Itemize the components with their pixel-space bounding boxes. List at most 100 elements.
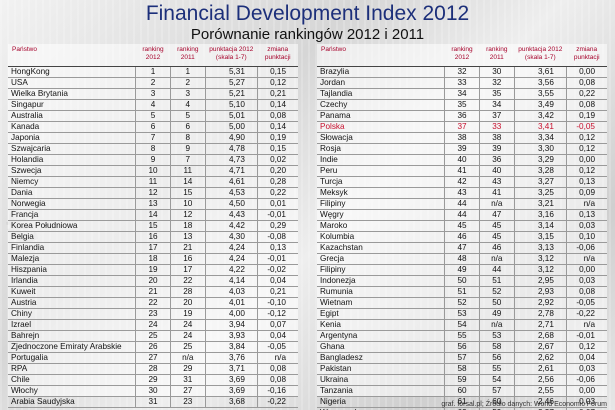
- table-row: Francja 14 12 4,43 -0,01: [8, 209, 298, 221]
- country-cell: Peru: [317, 165, 445, 177]
- rank-2012-cell: 12: [135, 187, 171, 199]
- score-cell: 4,14: [204, 275, 258, 287]
- table-row: Kazachstan 47 46 3,13 -0,06: [317, 242, 607, 254]
- score-cell: 3,14: [513, 220, 567, 232]
- country-cell: Tajlandia: [317, 88, 445, 100]
- rank-2011-cell: 14: [169, 176, 206, 188]
- header-rank-2012: ranking 2012: [135, 44, 171, 67]
- rank-2012-cell: 26: [135, 341, 171, 353]
- score-cell: 2,62: [513, 352, 567, 364]
- score-cell: 2,95: [513, 275, 567, 287]
- table-row: Ghana 56 58 2,67 0,12: [317, 341, 607, 353]
- score-cell: 3,21: [513, 198, 567, 210]
- score-cell: 4,22: [204, 264, 258, 276]
- rank-2012-cell: 8: [135, 143, 171, 155]
- score-cell: 5,21: [204, 88, 258, 100]
- rank-2012-cell: 22: [135, 297, 171, 309]
- rank-2011-cell: 31: [169, 374, 206, 386]
- table-row: Słowacja 38 38 3,34 0,12: [317, 132, 607, 144]
- table-row: Kanada 6 6 5,00 0,14: [8, 121, 298, 133]
- header-score: punktacja 2012 (skala 1-7): [205, 44, 258, 67]
- change-cell: 0,15: [256, 143, 298, 155]
- rank-2011-cell: 29: [169, 363, 206, 375]
- rank-2011-cell: 32: [478, 77, 515, 89]
- table-row: Japonia 7 8 4,90 0,19: [8, 132, 298, 144]
- table-row: Indie 40 36 3,29 0,00: [317, 154, 607, 166]
- rank-2012-cell: 2: [135, 77, 171, 89]
- table-row: Norwegia 13 10 4,50 0,01: [8, 198, 298, 210]
- change-cell: 0,19: [256, 132, 298, 144]
- table-row: Szwajcaria 8 9 4,78 0,15: [8, 143, 298, 155]
- rank-2012-cell: 44: [444, 198, 480, 210]
- table-row: Szwecja 10 11 4,71 0,20: [8, 165, 298, 177]
- score-cell: 2,67: [513, 341, 567, 353]
- country-cell: Kuweit: [8, 286, 136, 298]
- table-row: Portugalia 27 n/a 3,76 n/a: [8, 352, 298, 364]
- country-cell: Rumunia: [317, 286, 445, 298]
- country-cell: Włochy: [8, 385, 136, 397]
- table-row: Arabia Saudyjska 31 23 3,68 -0,22: [8, 396, 298, 408]
- score-cell: 2,71: [513, 319, 567, 331]
- score-cell: 4,61: [204, 176, 258, 188]
- table-row: Kolumbia 46 45 3,15 0,10: [317, 231, 607, 243]
- score-cell: 4,24: [204, 253, 258, 265]
- table-row: Egipt 53 49 2,78 -0,22: [317, 308, 607, 320]
- score-cell: 4,43: [204, 209, 258, 221]
- change-cell: 0,14: [256, 99, 298, 111]
- score-cell: 2,46: [513, 396, 567, 408]
- table-row: Kuweit 21 28 4,03 0,21: [8, 286, 298, 298]
- change-cell: -0,08: [256, 231, 298, 243]
- table-row: Grecja 48 n/a 3,12 n/a: [317, 253, 607, 265]
- country-cell: Polska: [317, 121, 445, 133]
- country-cell: Norwegia: [8, 198, 136, 210]
- rank-2012-cell: 30: [135, 385, 171, 397]
- change-cell: 0,04: [256, 330, 298, 342]
- country-cell: HongKong: [8, 66, 136, 78]
- score-cell: 2,93: [513, 286, 567, 298]
- country-cell: Panama: [317, 110, 445, 122]
- rank-2011-cell: 40: [478, 165, 515, 177]
- change-cell: -0,10: [256, 297, 298, 309]
- score-cell: 3,94: [204, 319, 258, 331]
- score-cell: 3,76: [204, 352, 258, 364]
- score-cell: 3,61: [513, 66, 567, 78]
- rank-2011-cell: 50: [478, 297, 515, 309]
- change-cell: 0,15: [256, 66, 298, 78]
- rank-2012-cell: 14: [135, 209, 171, 221]
- rank-2011-cell: 25: [169, 341, 206, 353]
- table-row: Peru 41 40 3,28 0,12: [317, 165, 607, 177]
- score-cell: 4,24: [204, 242, 258, 254]
- rank-2011-cell: 27: [169, 385, 206, 397]
- table-row: Argentyna 55 53 2,68 -0,01: [317, 330, 607, 342]
- country-cell: Szwecja: [8, 165, 136, 177]
- table-row: Bahrejn 25 24 3,93 0,04: [8, 330, 298, 342]
- change-cell: -0,05: [565, 297, 607, 309]
- header-change: zmiana punktacji: [257, 44, 298, 67]
- score-cell: 3,69: [204, 385, 258, 397]
- rank-2012-cell: 54: [444, 319, 480, 331]
- change-cell: n/a: [565, 253, 607, 265]
- rank-2012-cell: 50: [444, 275, 480, 287]
- score-cell: 4,30: [204, 231, 258, 243]
- rank-2011-cell: 43: [478, 176, 515, 188]
- table-row: Bangladesz 57 56 2,62 0,04: [317, 352, 607, 364]
- rank-2011-cell: 19: [169, 308, 206, 320]
- table-row: Finlandia 17 21 4,24 0,13: [8, 242, 298, 254]
- table-row: Niemcy 11 14 4,61 0,28: [8, 176, 298, 188]
- rank-2012-cell: 60: [444, 385, 480, 397]
- rank-2012-cell: 53: [444, 308, 480, 320]
- score-cell: 3,13: [513, 242, 567, 254]
- rank-2012-cell: 6: [135, 121, 171, 133]
- table-row: Australia 5 5 5,01 0,08: [8, 110, 298, 122]
- rank-2011-cell: 46: [478, 242, 515, 254]
- rank-2011-cell: 24: [169, 330, 206, 342]
- change-cell: 0,00: [565, 385, 607, 397]
- rank-2011-cell: 3: [169, 88, 206, 100]
- table-row: Izrael 24 24 3,94 0,07: [8, 319, 298, 331]
- country-cell: Argentyna: [317, 330, 445, 342]
- chart-title: Financial Development Index 2012: [145, 2, 470, 25]
- country-cell: Kolumbia: [317, 231, 445, 243]
- table-row: Ukraina 59 54 2,56 -0,06: [317, 374, 607, 386]
- rank-2011-cell: 8: [169, 132, 206, 144]
- rank-2011-cell: 34: [478, 99, 515, 111]
